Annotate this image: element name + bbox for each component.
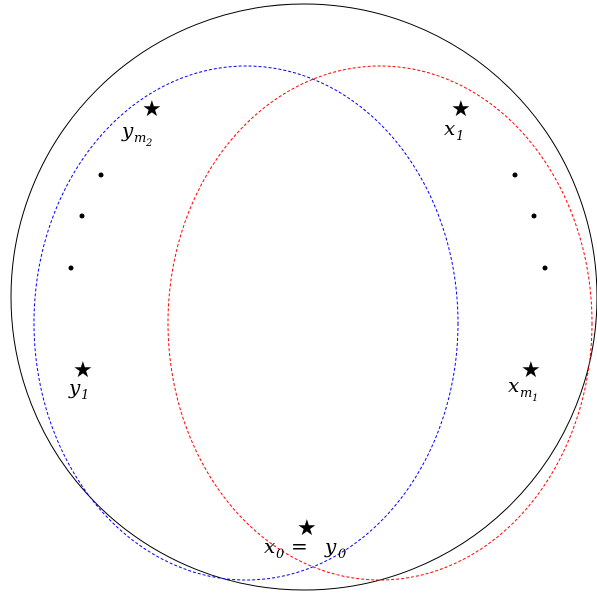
dot-icon (513, 173, 518, 178)
svg-text:y: y (68, 375, 81, 399)
svg-text:=: = (291, 534, 308, 558)
svg-text:x: x (264, 534, 275, 558)
red-dashed-ellipse (168, 66, 592, 580)
svg-text:x: x (444, 116, 455, 140)
svg-text:y: y (121, 118, 134, 142)
svg-text:y: y (324, 534, 337, 558)
label-x0-equals-y0: x 0 = y 0 (264, 534, 346, 562)
svg-text:0: 0 (338, 547, 346, 562)
outer-circle (11, 4, 597, 590)
svg-text:1: 1 (81, 388, 89, 403)
svg-text:m: m (134, 131, 146, 146)
svg-text:m: m (520, 386, 532, 401)
dot-icon (69, 266, 74, 271)
dot-icon (532, 214, 537, 219)
blue-dashed-ellipse (34, 66, 458, 580)
label-ym2: y m 2 (121, 118, 152, 149)
svg-text:2: 2 (145, 138, 152, 149)
svg-text:1: 1 (532, 393, 538, 404)
svg-text:1: 1 (456, 129, 464, 144)
svg-text:x: x (508, 373, 519, 397)
svg-text:0: 0 (276, 547, 284, 562)
dot-icon (543, 266, 548, 271)
star-icon: ★ (521, 358, 541, 383)
dot-icon (80, 214, 85, 219)
star-icon: ★ (142, 97, 162, 122)
dot-icon (99, 173, 104, 178)
